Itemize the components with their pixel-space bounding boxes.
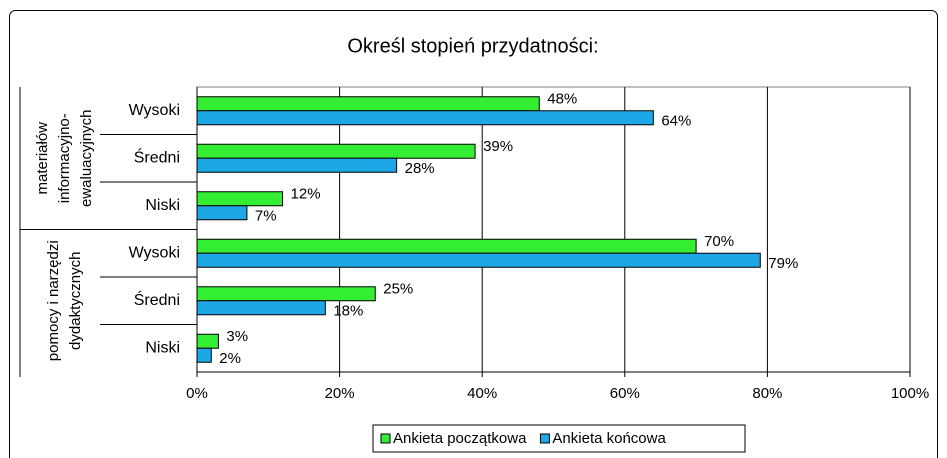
x-tick-label: 0%: [186, 385, 208, 402]
bar: [196, 205, 248, 221]
x-tick-label: 40%: [467, 385, 497, 402]
data-label: 48%: [547, 91, 577, 108]
bar: [196, 238, 697, 254]
data-label: 12%: [291, 186, 321, 203]
bar: [196, 333, 219, 349]
data-label: 28%: [405, 160, 435, 177]
plot-area: [196, 86, 911, 373]
y-tick-label: Średni: [134, 290, 180, 309]
chart-title: Określ stopień przydatności:: [347, 35, 598, 57]
y-tick-label: Niski: [145, 339, 180, 356]
data-label: 39%: [483, 138, 513, 155]
bar: [196, 143, 476, 159]
bar: [196, 286, 376, 302]
y-tick-label: Średni: [134, 147, 180, 166]
legend: [372, 424, 746, 453]
data-label: 7%: [255, 208, 277, 225]
data-label: 3%: [226, 328, 248, 345]
data-label: 25%: [383, 281, 413, 298]
bar: [196, 300, 326, 316]
legend-swatch: [380, 433, 391, 444]
y-tick-label: Wysoki: [129, 102, 180, 119]
data-label: 70%: [704, 233, 734, 250]
bar: [196, 191, 284, 207]
bar: [196, 110, 654, 126]
x-tick-label: 60%: [610, 385, 640, 402]
x-tick-label: 20%: [325, 385, 355, 402]
x-tick-label: 100%: [891, 385, 929, 402]
data-label: 64%: [661, 113, 691, 130]
group-label: materiałów: [34, 122, 51, 195]
group-label: ewaluacyjnych: [78, 109, 95, 207]
legend-label: Ankieta końcowa: [552, 430, 666, 447]
bar: [196, 96, 540, 112]
y-tick-label: Wysoki: [129, 244, 180, 261]
bar: [196, 157, 398, 173]
legend-swatch: [539, 433, 550, 444]
group-label: pomocy i narzędzi: [45, 240, 62, 361]
legend-label: Ankieta początkowa: [393, 430, 527, 447]
data-label: 18%: [333, 303, 363, 320]
data-label: 2%: [219, 350, 241, 367]
x-tick-label: 80%: [752, 385, 782, 402]
bar: [196, 252, 761, 268]
data-label: 79%: [768, 255, 798, 272]
y-tick-label: Niski: [145, 197, 180, 214]
group-label: informacyjno-: [56, 113, 73, 203]
bar: [196, 347, 212, 363]
group-label: dydaktycznych: [67, 252, 84, 350]
